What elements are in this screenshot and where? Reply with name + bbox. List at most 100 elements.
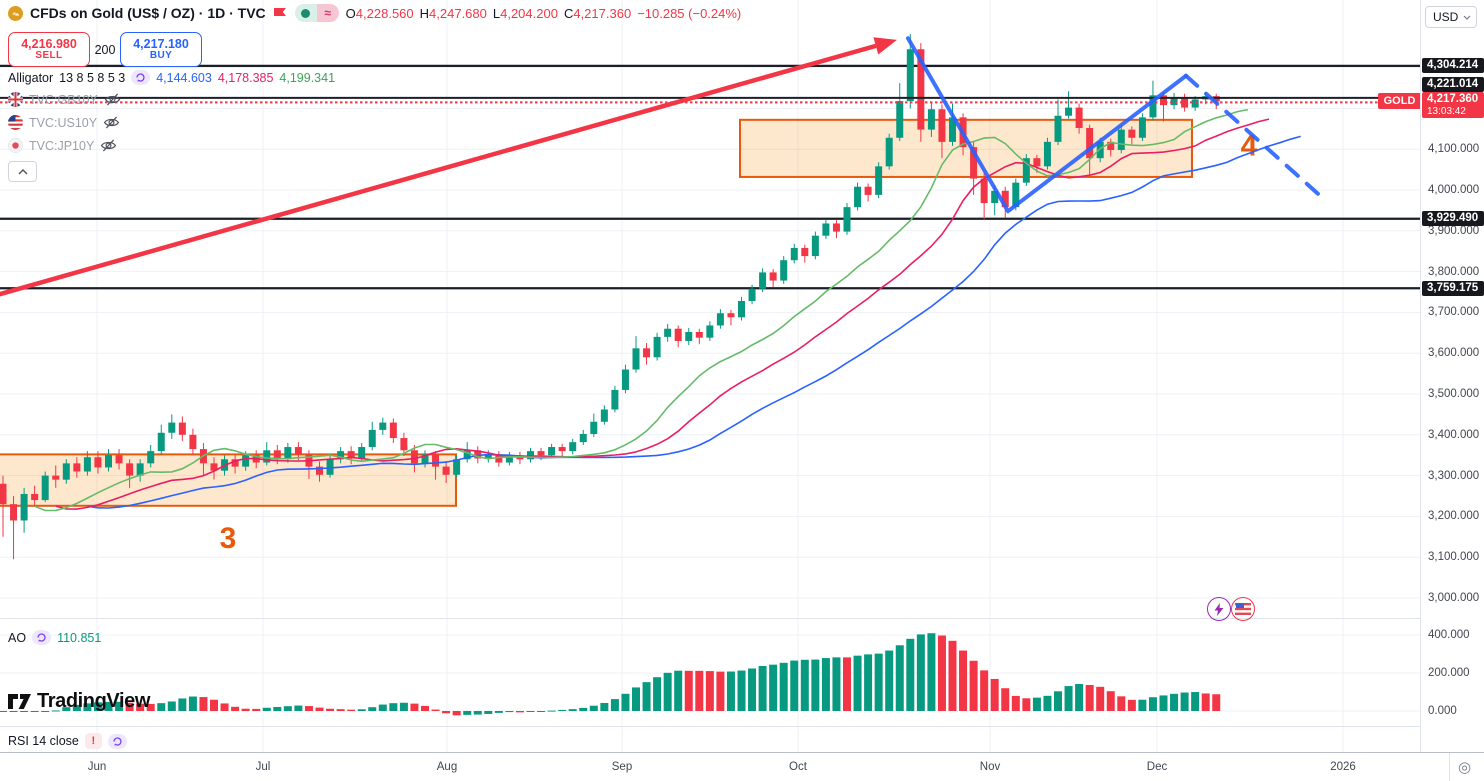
candle-body bbox=[474, 450, 482, 459]
collapse-legend-button[interactable] bbox=[8, 161, 37, 182]
eye-off-icon[interactable] bbox=[103, 116, 120, 129]
candle-body bbox=[168, 422, 176, 433]
compare-symbol-us10y[interactable]: TVC:US10Y bbox=[8, 114, 120, 131]
candle-body bbox=[358, 447, 366, 459]
ao-bar bbox=[695, 670, 704, 711]
ao-bar bbox=[642, 682, 651, 711]
refresh-icon[interactable] bbox=[32, 630, 52, 645]
price-level-label: 3,759.175 bbox=[1422, 280, 1484, 296]
ao-bar bbox=[874, 653, 883, 711]
refresh-icon[interactable] bbox=[107, 733, 127, 749]
chart-canvas[interactable]: 34 bbox=[0, 0, 1420, 752]
quantity-field[interactable]: 200 bbox=[94, 42, 116, 57]
time-tick: Jun bbox=[87, 761, 107, 773]
axis-divider bbox=[1449, 753, 1450, 781]
tradingview-watermark: TradingView bbox=[7, 690, 150, 713]
candle-body bbox=[31, 493, 39, 501]
lightning-icon[interactable] bbox=[1207, 597, 1231, 621]
time-tick: Sep bbox=[611, 761, 633, 773]
rsi-legend[interactable]: RSI 14 close ! bbox=[8, 733, 127, 749]
candle-body bbox=[442, 466, 450, 475]
candle-body bbox=[643, 348, 651, 358]
ao-bar bbox=[853, 655, 862, 711]
ao-bar bbox=[684, 670, 693, 711]
chevron-down-icon bbox=[1463, 15, 1471, 20]
price-tick: 3,800.000 bbox=[1428, 265, 1480, 278]
candle-body bbox=[463, 450, 471, 460]
candle-body bbox=[0, 483, 7, 505]
candle-body bbox=[1170, 96, 1178, 106]
candle-body bbox=[62, 463, 70, 480]
candle-body bbox=[147, 451, 155, 464]
ao-bar bbox=[336, 709, 345, 711]
candle-body bbox=[569, 442, 577, 452]
us-flag-icon bbox=[8, 115, 23, 130]
candle-body bbox=[83, 457, 91, 472]
candle-body bbox=[822, 223, 830, 236]
candle-body bbox=[854, 186, 862, 208]
ao-bar bbox=[969, 660, 978, 711]
ao-bar bbox=[72, 704, 81, 711]
ao-bar bbox=[632, 687, 640, 711]
candle-body bbox=[347, 451, 355, 459]
eye-off-icon[interactable] bbox=[100, 139, 117, 152]
ao-bar bbox=[568, 709, 577, 711]
ohlc-values: O4,228.560 H4,247.680 L4,204.200 C4,217.… bbox=[345, 5, 742, 21]
eye-off-icon[interactable] bbox=[104, 93, 121, 106]
jaw-value: 4,144.603 bbox=[156, 70, 212, 85]
warning-icon[interactable]: ! bbox=[84, 733, 102, 749]
ao-bar bbox=[315, 707, 324, 711]
candle-body bbox=[379, 422, 387, 430]
ao-bar bbox=[1127, 699, 1136, 711]
ao-bar bbox=[864, 654, 873, 711]
candle-body bbox=[1181, 96, 1189, 108]
ao-legend[interactable]: AO 110.851 bbox=[8, 630, 101, 645]
flag-icon[interactable] bbox=[273, 6, 288, 21]
ao-bar bbox=[1064, 686, 1073, 711]
ao-bar bbox=[431, 709, 440, 711]
ao-bar bbox=[579, 707, 588, 711]
price-tick: 3,600.000 bbox=[1428, 347, 1480, 360]
ao-name: AO bbox=[8, 630, 27, 645]
ao-bar bbox=[748, 668, 757, 711]
ao-bar bbox=[1148, 697, 1157, 711]
us-flag-circle-icon[interactable] bbox=[1231, 597, 1255, 621]
price-axis[interactable]: USD 4,100.000 4,000.000 3,900.000 3,800.000… bbox=[1420, 0, 1484, 752]
candle-body bbox=[1043, 141, 1051, 167]
candle-body bbox=[790, 247, 798, 261]
ao-bar bbox=[304, 706, 313, 711]
gold-price-tag: GOLD bbox=[1378, 93, 1421, 109]
indicator-name: Alligator bbox=[8, 70, 54, 85]
settings-icon[interactable]: ◎ bbox=[1458, 759, 1472, 776]
refresh-icon[interactable] bbox=[131, 70, 151, 85]
chevron-up-icon bbox=[18, 168, 27, 174]
alligator-legend[interactable]: Alligator 13 8 5 8 5 3 4,144.603 4,178.3… bbox=[8, 70, 335, 85]
candle-body bbox=[1128, 129, 1136, 138]
price-tick: 4,100.000 bbox=[1428, 143, 1480, 156]
candle-body bbox=[695, 331, 703, 338]
ao-bar bbox=[30, 711, 39, 712]
candle-body bbox=[885, 137, 893, 167]
currency-selector[interactable]: USD bbox=[1425, 6, 1477, 28]
buy-button[interactable]: 4,217.180 BUY bbox=[120, 32, 202, 67]
ao-bar bbox=[273, 707, 282, 711]
ao-bar bbox=[463, 711, 472, 715]
candle-body bbox=[136, 463, 144, 476]
candle-body bbox=[875, 166, 883, 195]
price-tick: 3,700.000 bbox=[1428, 306, 1480, 319]
ao-bar bbox=[505, 711, 514, 713]
price-tick: 3,200.000 bbox=[1428, 510, 1480, 523]
compare-symbol-jp10y[interactable]: TVC:JP10Y bbox=[8, 137, 117, 154]
candle-body bbox=[73, 463, 81, 472]
ao-bar bbox=[178, 698, 187, 711]
indicator-pill[interactable]: ≈ bbox=[294, 4, 339, 22]
sell-button[interactable]: 4,216.980 SELL bbox=[8, 32, 90, 67]
compare-symbol-gb10y[interactable]: TVC:GB10Y bbox=[8, 91, 121, 108]
time-axis[interactable]: ◎ Jun Jul Aug Sep Oct Nov Dec 2026 bbox=[0, 752, 1484, 781]
ao-bar bbox=[1212, 694, 1221, 711]
candle-body bbox=[1054, 115, 1062, 142]
symbol-title[interactable]: CFDs on Gold (US$ / OZ) · 1D · TVC bbox=[30, 5, 266, 21]
ao-bar bbox=[41, 711, 50, 712]
alligator-teeth-line bbox=[55, 118, 1270, 510]
